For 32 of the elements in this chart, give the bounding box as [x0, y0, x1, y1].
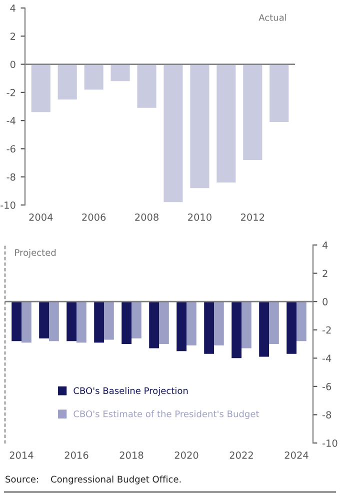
x-tick-label: 2010: [188, 214, 212, 221]
y-tick-label: 0: [10, 60, 16, 68]
annotation: Projected: [15, 248, 56, 258]
x-tick-label: 2012: [240, 214, 264, 221]
y-tick-label: 2: [322, 270, 328, 277]
source-note: Source: Congressional Budget Office.: [6, 476, 181, 484]
x-tick-label: 2004: [29, 214, 53, 221]
y-tick-label: -8: [322, 411, 332, 419]
y-tick-label: -6: [6, 145, 16, 153]
y-tick-label: -2: [6, 88, 15, 96]
y-tick-label: 4: [10, 4, 16, 12]
y-tick-label: -2: [322, 326, 331, 334]
legend-label: CBO's Baseline Projection: [74, 387, 188, 396]
y-tick-label: 0: [322, 298, 328, 306]
x-tick-label: 2020: [174, 452, 198, 459]
annotation: Actual: [258, 14, 286, 21]
y-tick-label: -4: [322, 354, 332, 362]
y-tick-label: -10: [322, 439, 338, 447]
y-tick-label: -8: [6, 173, 16, 181]
x-tick-label: 2018: [120, 452, 144, 459]
y-tick-label: -4: [6, 117, 16, 124]
x-tick-label: 2008: [135, 214, 158, 221]
legend-label: CBO's Estimate of the President's Budget: [74, 410, 260, 420]
x-tick-label: 2022: [230, 452, 253, 459]
y-tick-label: 2: [10, 32, 15, 40]
x-tick-label: 2006: [82, 214, 106, 221]
y-tick-label: 4: [322, 242, 328, 249]
x-tick-label: 2016: [64, 452, 88, 459]
x-tick-label: 2024: [284, 452, 308, 459]
x-tick-label: 2014: [10, 452, 34, 459]
y-tick-label: -6: [322, 382, 332, 390]
y-tick-label: -10: [0, 201, 16, 209]
